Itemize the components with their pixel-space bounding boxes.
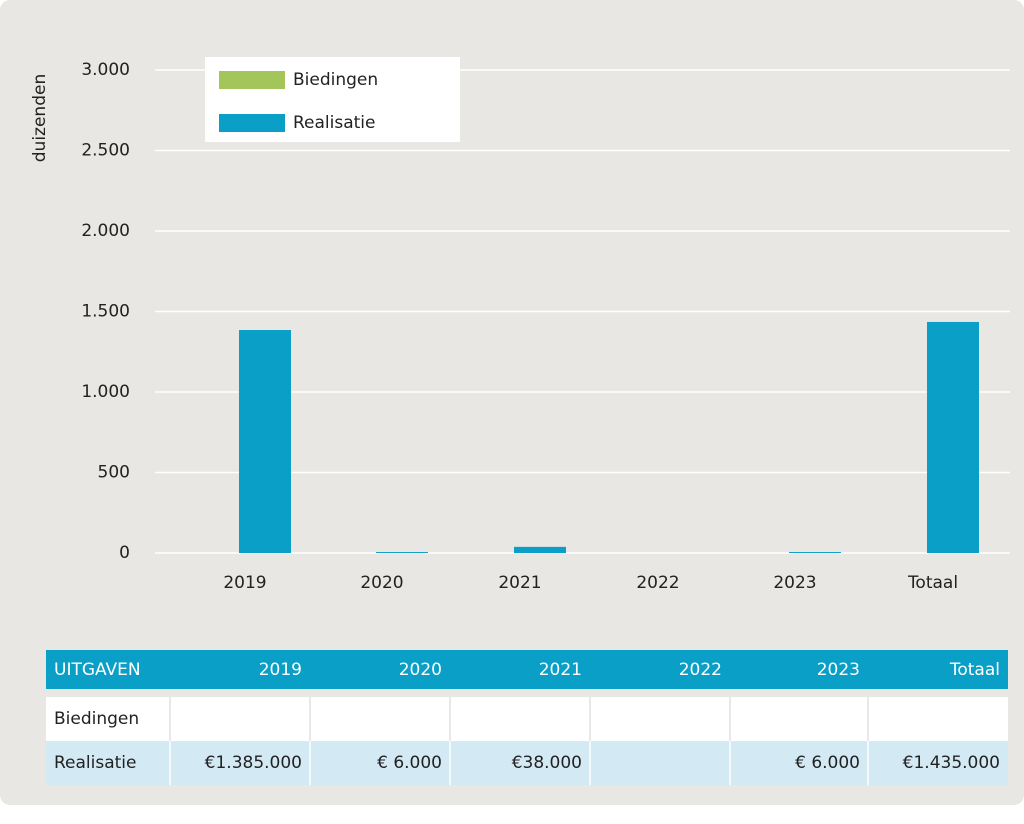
bar: [789, 552, 841, 553]
table-header-cell: 2020: [399, 660, 442, 680]
panel: [0, 0, 1024, 805]
y-axis-label: duizenden: [30, 74, 50, 162]
table-header-cell: 2019: [259, 660, 302, 680]
y-tick-label: 1.500: [81, 302, 130, 322]
legend-swatch: [219, 71, 285, 89]
bar: [376, 552, 428, 553]
y-tick-label: 2.500: [81, 141, 130, 161]
y-tick-label: 3.000: [81, 60, 130, 80]
table-header-cell: 2021: [539, 660, 582, 680]
bar: [927, 321, 979, 553]
x-tick-label: Totaal: [907, 573, 958, 593]
cell: €1.435.000: [903, 753, 1000, 773]
legend-swatch: [219, 114, 285, 132]
y-tick-label: 1.000: [81, 382, 130, 402]
table-header: [46, 650, 1008, 689]
table-header-cell: UITGAVEN: [54, 660, 141, 680]
x-tick-label: 2019: [223, 573, 266, 593]
y-tick-label: 2.000: [81, 221, 130, 241]
x-tick-label: 2023: [773, 573, 816, 593]
cell: € 6.000: [377, 753, 442, 773]
table-header-cell: 2022: [679, 660, 722, 680]
row-label: Biedingen: [54, 709, 139, 729]
table-row: [46, 697, 1008, 741]
table-row: [46, 741, 1008, 785]
legend-label: Biedingen: [293, 70, 378, 90]
x-tick-label: 2021: [498, 573, 541, 593]
cell: €1.385.000: [205, 753, 302, 773]
x-tick-label: 2022: [636, 573, 679, 593]
y-tick-label: 500: [98, 463, 130, 483]
cell: €38.000: [512, 753, 582, 773]
row-label: Realisatie: [54, 753, 137, 773]
table-header-cell: 2023: [817, 660, 860, 680]
bar: [239, 330, 291, 553]
table-header-cell: Totaal: [949, 660, 1000, 680]
y-tick-label: 0: [119, 543, 130, 563]
legend-label: Realisatie: [293, 113, 376, 133]
bar: [514, 546, 566, 553]
cell: € 6.000: [795, 753, 860, 773]
x-tick-label: 2020: [360, 573, 403, 593]
